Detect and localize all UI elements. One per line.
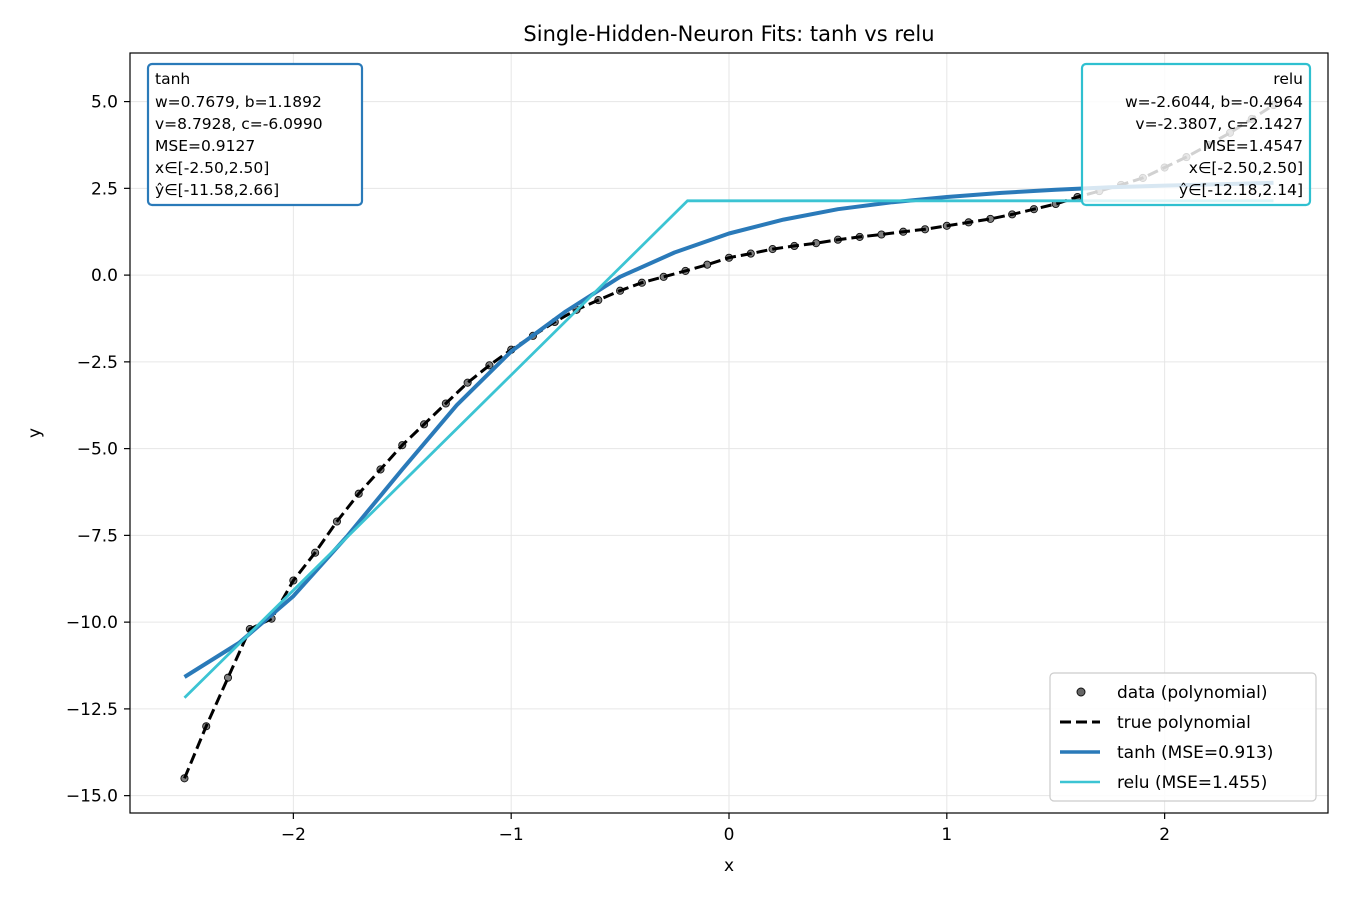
legend-scatter-marker [1076,687,1086,697]
y-tick-label: −7.5 [77,526,118,546]
legend: data (polynomial) true polynomial tanh (… [1049,672,1317,802]
relu-box-line: ŷ∈[-12.18,2.14] [1179,181,1303,199]
chart-title: Single-Hidden-Neuron Fits: tanh vs relu [523,22,934,46]
axis-ticks: −2 −1 0 1 2 5.0 2.5 0.0 −2.5 −5.0 −7.5 −10.0 −12.5 −1… [66,93,1170,845]
x-tick-label: −2 [281,825,306,845]
tanh-box-line: tanh [155,70,190,88]
x-tick-label: 1 [941,825,952,845]
y-tick-label: −10.0 [66,613,118,633]
tanh-box-line: v=8.7928, c=-6.0990 [155,115,323,133]
relu-box-line: relu [1273,70,1303,88]
tanh-box-line: MSE=0.9127 [155,137,255,155]
tanh-box-line: w=0.7679, b=1.1892 [155,93,322,111]
x-tick-label: 0 [724,825,735,845]
tanh-parameter-box: tanh w=0.7679, b=1.1892 v=8.7928, c=-6.0… [146,62,364,207]
x-tick-label: −1 [499,825,524,845]
y-tick-label: −2.5 [77,353,118,373]
legend-label-data: data (polynomial) [1117,683,1268,703]
x-axis-label: x [724,856,734,876]
gridlines [130,53,1328,813]
relu-fit-line [183,199,1274,699]
y-axis-label: y [25,428,45,438]
tanh-box-line: x∈[-2.50,2.50] [155,159,269,177]
relu-box-line: w=-2.6044, b=-0.4964 [1125,93,1303,111]
legend-label-relu: relu (MSE=1.455) [1117,773,1267,793]
relu-box-line: MSE=1.4547 [1203,137,1303,155]
relu-box-line: x∈[-2.50,2.50] [1189,159,1303,177]
y-tick-label: −15.0 [66,787,118,807]
y-tick-label: 2.5 [91,179,118,199]
legend-label-tanh: tanh (MSE=0.913) [1117,743,1273,763]
x-tick-label: 2 [1159,825,1170,845]
relu-parameter-box: relu w=-2.6044, b=-0.4964 v=-2.3807, c=2… [1080,62,1312,207]
relu-box-line: v=-2.3807, c=2.1427 [1135,115,1303,133]
y-tick-label: −5.0 [77,440,118,460]
legend-label-true-polynomial: true polynomial [1117,713,1251,733]
tanh-box-line: ŷ∈[-11.58,2.66] [155,181,279,199]
y-tick-label: 5.0 [91,93,118,113]
y-tick-label: 0.0 [91,266,118,286]
legend-frame [1049,672,1317,802]
y-tick-label: −12.5 [66,700,118,720]
